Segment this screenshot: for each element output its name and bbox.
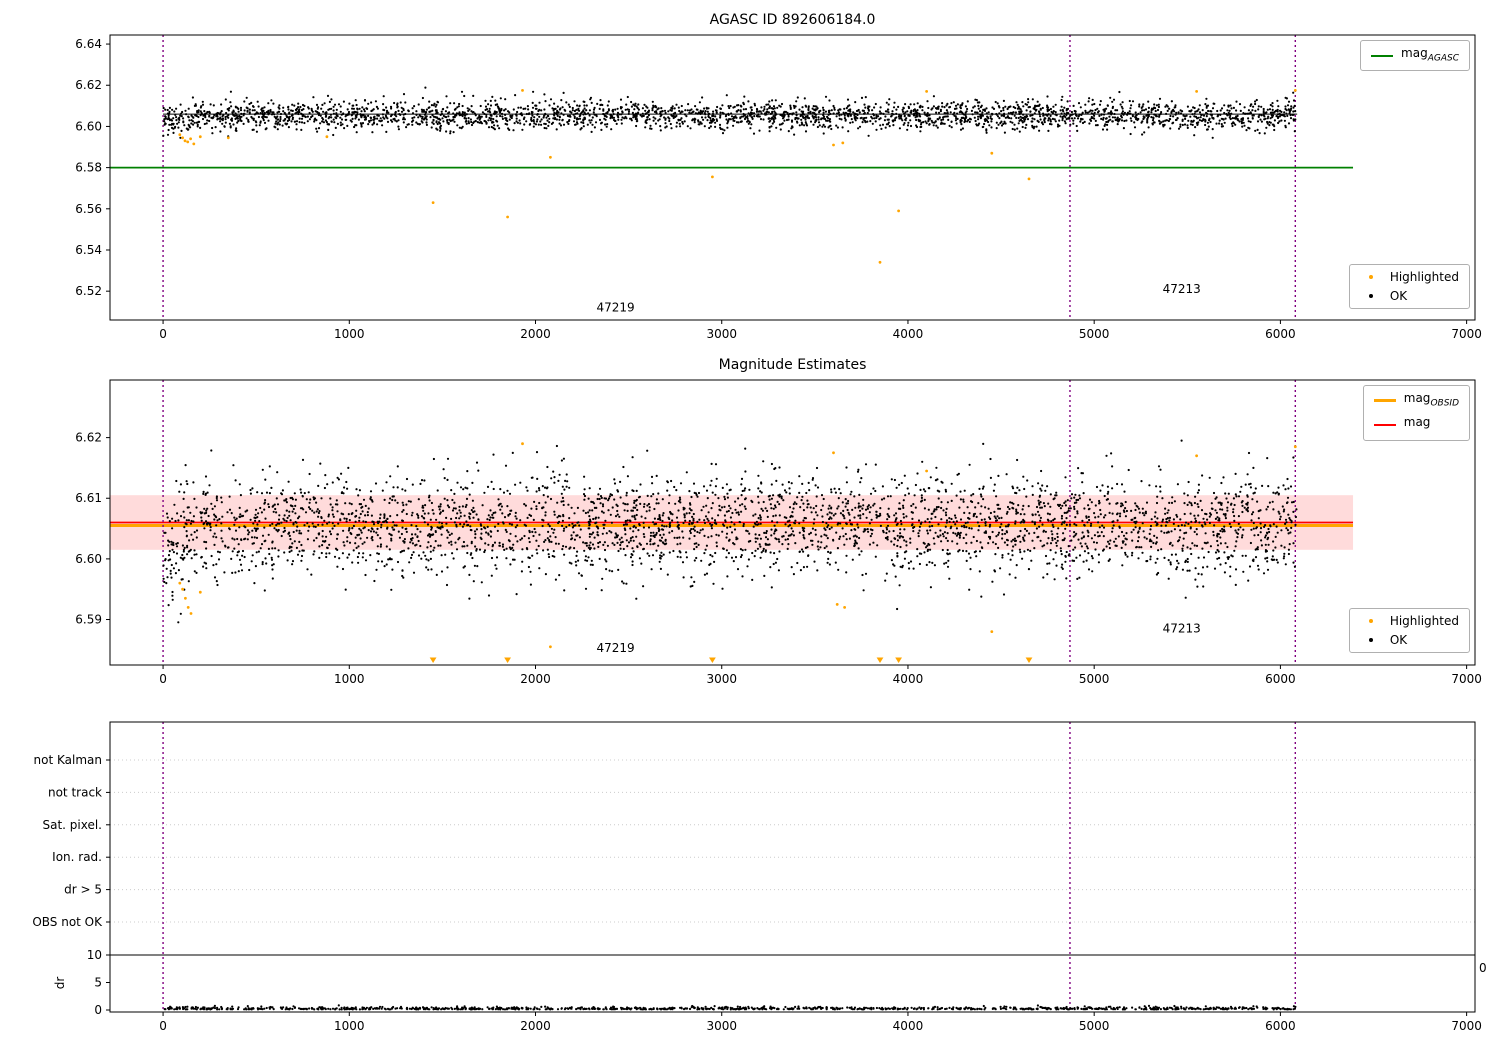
legend-item-highlighted: Highlighted xyxy=(1360,270,1459,284)
clipped-point-marker xyxy=(1025,657,1033,663)
x-tick-label: 0 xyxy=(159,327,167,341)
y-tick-label: 6.60 xyxy=(75,552,102,566)
axes-frame xyxy=(109,721,1476,1013)
ok-scatter xyxy=(162,86,1297,139)
y-tick-label: 6.61 xyxy=(75,491,102,505)
top-plot: 47219 47213 6.52 6.54 6.56 6.58 6.60 6.62 6.64 0 1… xyxy=(75,34,1482,341)
ok-label: OK xyxy=(1389,633,1408,647)
flag-category-label: Ion. rad. xyxy=(52,850,102,864)
x-tick-label: 4000 xyxy=(893,672,924,686)
flag-category-label: not track xyxy=(48,785,102,799)
legend-points-middle: Highlighted OK xyxy=(1348,608,1470,653)
y-tick-label: 6.62 xyxy=(75,78,102,92)
highlighted-scatter xyxy=(178,442,1297,649)
right-axis-label: 0 xyxy=(1479,961,1487,975)
dr-scatter xyxy=(163,1004,1297,1011)
legend-item-mag: mag xyxy=(1373,415,1459,434)
y-tick-label: 6.60 xyxy=(75,119,102,133)
mag-obsid-line-swatch xyxy=(1373,399,1396,403)
dr-tick-label: 5 xyxy=(94,976,102,990)
highlighted-label: Highlighted xyxy=(1389,270,1459,284)
y-tick-label: 6.54 xyxy=(75,243,102,257)
legend-mag-lines: magOBSID mag xyxy=(1362,385,1470,441)
clipped-point-marker xyxy=(876,657,884,663)
legend-points-top: Highlighted OK xyxy=(1348,264,1470,309)
x-tick-label: 2000 xyxy=(520,1019,551,1033)
middle-plot-title: Magnitude Estimates xyxy=(718,357,867,373)
dr-tick-label: 0 xyxy=(94,1003,102,1017)
axes-frame xyxy=(109,379,1476,666)
mag-agasc-legend-label: magAGASC xyxy=(1401,46,1459,64)
flag-category-label: not Kalman xyxy=(34,753,102,767)
highlighted-dot-icon xyxy=(1360,275,1382,279)
y-tick-label: 6.52 xyxy=(75,284,102,298)
dr-axis-label: dr xyxy=(53,977,67,990)
obsid-annotation: 47213 xyxy=(1163,622,1201,636)
x-tick-label: 5000 xyxy=(1079,672,1110,686)
flag-category-label: dr > 5 xyxy=(64,883,102,897)
ok-dot-icon xyxy=(1360,638,1382,642)
flag-category-label: Sat. pixel. xyxy=(42,818,102,832)
x-tick-label: 1000 xyxy=(334,1019,365,1033)
y-tick-label: 6.58 xyxy=(75,161,102,175)
y-tick-label: 6.59 xyxy=(75,613,102,627)
x-tick-label: 7000 xyxy=(1451,672,1482,686)
x-tick-label: 0 xyxy=(159,1019,167,1033)
highlighted-label: Highlighted xyxy=(1389,614,1459,628)
mag-obsid-legend-label: magOBSID xyxy=(1403,391,1459,409)
x-tick-label: 4000 xyxy=(893,327,924,341)
obsid-annotation: 47219 xyxy=(596,641,634,655)
x-tick-label: 3000 xyxy=(706,327,737,341)
x-tick-label: 3000 xyxy=(706,1019,737,1033)
x-tick-label: 1000 xyxy=(334,327,365,341)
legend-item-ok: OK xyxy=(1360,633,1459,647)
x-tick-label: 6000 xyxy=(1265,1019,1296,1033)
y-tick-label: 6.56 xyxy=(75,202,102,216)
mag-line-swatch xyxy=(1373,424,1396,427)
dr-tick-label: 10 xyxy=(87,948,102,962)
legend-item-ok: OK xyxy=(1360,289,1459,303)
obsid-annotation: 47213 xyxy=(1163,282,1201,296)
x-tick-label: 4000 xyxy=(893,1019,924,1033)
x-tick-label: 7000 xyxy=(1451,327,1482,341)
obsid-annotation: 47219 xyxy=(596,301,634,315)
ok-scatter xyxy=(162,439,1298,624)
legend-item-mag-obsid: magOBSID xyxy=(1373,391,1459,410)
legend-mag-agasc: magAGASC xyxy=(1360,40,1470,72)
y-tick-label: 6.62 xyxy=(75,431,102,445)
top-plot-title: AGASC ID 892606184.0 xyxy=(709,12,876,28)
legend-item-highlighted: Highlighted xyxy=(1360,614,1459,628)
ok-dot-icon xyxy=(1360,294,1382,298)
clipped-point-marker xyxy=(429,657,437,663)
middle-plot: 47219 47213 6.59 6.60 6.61 6.62 0 1000 2000 3000 4… xyxy=(75,379,1482,686)
ok-label: OK xyxy=(1389,289,1408,303)
axes-frame xyxy=(109,34,1476,321)
flags-plot: not Kalman not track Sat. pixel. Ion. rad. d… xyxy=(32,721,1487,1033)
x-tick-label: 5000 xyxy=(1079,1019,1110,1033)
legend-item-mag-agasc: magAGASC xyxy=(1371,46,1459,65)
x-tick-label: 0 xyxy=(159,672,167,686)
highlighted-scatter xyxy=(178,89,1297,264)
x-tick-label: 3000 xyxy=(706,672,737,686)
mag-legend-label: mag xyxy=(1403,415,1431,430)
clipped-point-marker xyxy=(895,657,902,663)
x-tick-label: 2000 xyxy=(520,672,551,686)
x-tick-label: 2000 xyxy=(520,327,551,341)
x-tick-label: 6000 xyxy=(1265,327,1296,341)
x-tick-label: 6000 xyxy=(1265,672,1296,686)
mag-agasc-line-swatch xyxy=(1371,54,1394,57)
x-tick-label: 1000 xyxy=(334,672,365,686)
x-tick-label: 7000 xyxy=(1451,1019,1482,1033)
x-tick-label: 5000 xyxy=(1079,327,1110,341)
y-tick-label: 6.64 xyxy=(75,37,102,51)
flag-category-label: OBS not OK xyxy=(32,915,103,929)
clipped-point-marker xyxy=(709,657,716,663)
highlighted-dot-icon xyxy=(1360,619,1382,623)
clipped-point-marker xyxy=(504,657,511,663)
